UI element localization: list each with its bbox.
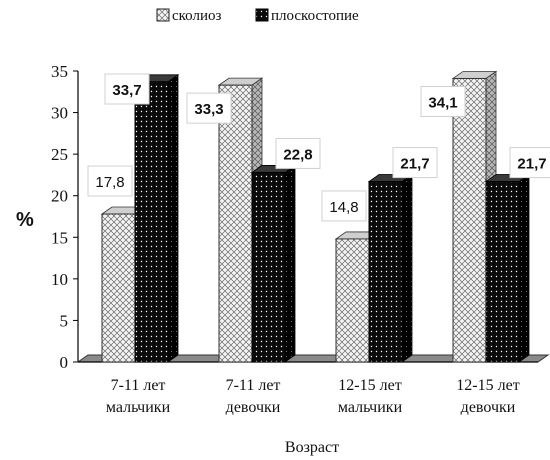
scoliosis-data-label: 17,8 <box>87 165 133 197</box>
y-tick-label: 20 <box>51 187 68 206</box>
y-tick-label: 25 <box>51 145 68 164</box>
flatfoot-bar-side <box>518 173 530 363</box>
flatfoot-bar <box>133 74 180 363</box>
category-label: мальчики <box>106 399 171 416</box>
data-label-text: 33,3 <box>194 101 223 118</box>
flatfoot-data-label: 33,7 <box>104 73 150 105</box>
data-label-text: 21,7 <box>400 156 429 173</box>
y-tick-label: 0 <box>60 353 69 372</box>
y-tick-label: 10 <box>51 270 68 289</box>
data-label-box <box>420 85 466 117</box>
flatfoot-bar <box>484 173 531 363</box>
flatfoot-bar <box>367 173 414 363</box>
data-label-text: 34,1 <box>428 94 457 111</box>
data-label-box <box>509 147 550 179</box>
flatfoot-bar-side <box>284 164 296 363</box>
legend-item-flatfoot: плоскостопие <box>255 8 359 24</box>
flatfoot-bar-front <box>368 181 403 363</box>
scoliosis-bar-front <box>335 238 370 363</box>
y-tick-label: 5 <box>60 311 69 330</box>
data-label-box <box>321 190 367 222</box>
flatfoot-data-label: 21,7 <box>392 147 438 179</box>
flatfoot-bar <box>250 164 297 363</box>
flatfoot-bar-side <box>167 74 179 363</box>
y-tick-label: 15 <box>51 228 68 247</box>
legend-swatch-scoliosis <box>156 8 170 22</box>
flatfoot-bar-front <box>485 181 520 363</box>
legend-label-flatfoot: плоскостопие <box>271 8 359 24</box>
flatfoot-data-label: 22,8 <box>275 137 321 169</box>
category-label: 12-15 лет <box>338 377 401 394</box>
scoliosis-bar-front <box>218 84 253 363</box>
data-label-text: 14,8 <box>329 199 358 216</box>
category-label: 7-11 лет <box>111 377 166 394</box>
flatfoot-data-label: 21,7 <box>509 147 550 179</box>
data-label-box <box>275 137 321 169</box>
scoliosis-bar-front <box>101 213 136 363</box>
data-label-box <box>392 147 438 179</box>
y-tick-label: 30 <box>51 104 68 123</box>
x-axis-categories: 7-11 лет мальчики 7-11 лет девочки 12-15 лет… <box>106 377 520 416</box>
bars <box>100 70 531 363</box>
category-label: девочки <box>226 399 281 416</box>
scoliosis-data-label: 14,8 <box>321 190 367 222</box>
legend-label-scoliosis: сколиоз <box>172 8 221 24</box>
data-label-box <box>186 92 232 124</box>
data-label-text: 21,7 <box>517 156 546 173</box>
data-label-text: 33,7 <box>112 82 141 99</box>
legend-swatch-flatfoot <box>255 8 269 22</box>
legend: сколиоз плоскостопие <box>156 8 359 24</box>
y-axis-ticks: 0 5 10 15 20 25 30 35 <box>51 62 78 372</box>
flatfoot-bar-front <box>134 81 169 363</box>
legend-item-scoliosis: сколиоз <box>156 8 221 24</box>
category-label: 12-15 лет <box>456 377 519 394</box>
y-tick-label: 35 <box>51 62 68 81</box>
scoliosis-bar-front <box>452 77 487 363</box>
scoliosis-data-label: 33,3 <box>186 92 232 124</box>
category-label: мальчики <box>338 399 403 416</box>
scoliosis-data-label: 34,1 <box>420 85 466 117</box>
data-label-text: 22,8 <box>283 146 312 163</box>
data-label-box <box>104 73 150 105</box>
x-axis-label: Возраст <box>285 439 339 456</box>
category-label: 7-11 лет <box>226 377 281 394</box>
flatfoot-bar-side <box>401 173 413 363</box>
category-label: девочки <box>461 399 516 416</box>
y-axis-label: % <box>16 209 34 231</box>
data-labels: 17,8 33,7 33,3 22,8 14,8 21,7 34,1 21,7 <box>87 73 550 222</box>
flatfoot-bar-front <box>251 171 286 363</box>
data-label-box <box>87 165 133 197</box>
data-label-text: 17,8 <box>95 174 124 191</box>
